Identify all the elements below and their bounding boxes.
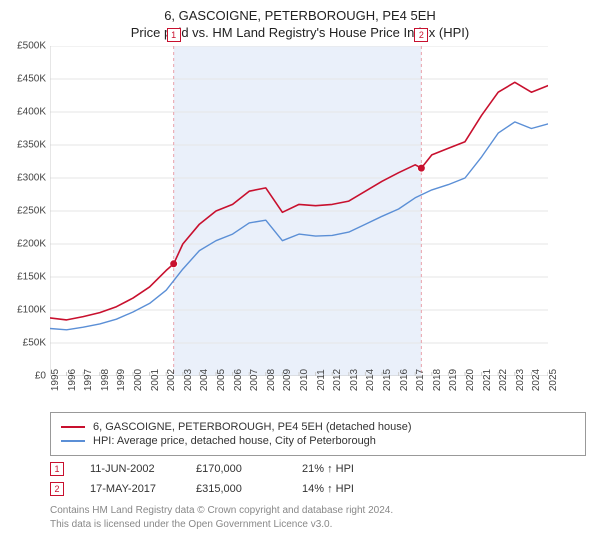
x-tick-label: 1998 xyxy=(100,369,111,391)
x-tick-label: 2019 xyxy=(448,369,459,391)
x-tick-label: 2020 xyxy=(465,369,476,391)
table-row: 2 17-MAY-2017 £315,000 14% ↑ HPI xyxy=(50,482,586,496)
y-tick-label: £200K xyxy=(17,239,46,250)
x-tick-label: 2006 xyxy=(233,369,244,391)
x-tick-label: 2017 xyxy=(415,369,426,391)
x-tick-label: 2005 xyxy=(216,369,227,391)
x-tick-label: 2008 xyxy=(266,369,277,391)
x-tick-label: 1996 xyxy=(67,369,78,391)
transaction-price: £170,000 xyxy=(196,463,276,475)
table-row: 1 11-JUN-2002 £170,000 21% ↑ HPI xyxy=(50,462,586,476)
footer-line: Contains HM Land Registry data © Crown c… xyxy=(50,504,586,518)
y-tick-label: £100K xyxy=(17,305,46,316)
footer-line: This data is licensed under the Open Gov… xyxy=(50,518,586,532)
transaction-marker-flag: 2 xyxy=(414,28,428,42)
x-tick-label: 2024 xyxy=(531,369,542,391)
x-tick-label: 2007 xyxy=(249,369,260,391)
chart-title-line1: 6, GASCOIGNE, PETERBOROUGH, PE4 5EH xyxy=(8,8,592,23)
transaction-delta: 14% ↑ HPI xyxy=(302,483,382,495)
transaction-delta: 21% ↑ HPI xyxy=(302,463,382,475)
transaction-date: 11-JUN-2002 xyxy=(90,463,170,475)
x-tick-label: 2010 xyxy=(299,369,310,391)
x-tick-label: 1999 xyxy=(116,369,127,391)
x-tick-label: 2012 xyxy=(332,369,343,391)
x-tick-label: 2011 xyxy=(316,369,327,391)
y-tick-label: £250K xyxy=(17,206,46,217)
transaction-marker-flag: 1 xyxy=(167,28,181,42)
y-tick-label: £0 xyxy=(35,371,46,382)
x-tick-label: 2002 xyxy=(166,369,177,391)
x-tick-label: 1995 xyxy=(50,369,61,391)
x-tick-label: 2009 xyxy=(282,369,293,391)
y-tick-label: £300K xyxy=(17,173,46,184)
transactions-table: 1 11-JUN-2002 £170,000 21% ↑ HPI 2 17-MA… xyxy=(50,462,586,496)
x-tick-label: 2021 xyxy=(482,369,493,391)
legend-label: HPI: Average price, detached house, City… xyxy=(93,435,376,447)
x-tick-label: 2013 xyxy=(349,369,360,391)
x-tick-label: 2004 xyxy=(199,369,210,391)
x-tick-label: 1997 xyxy=(83,369,94,391)
y-tick-label: £50K xyxy=(23,338,46,349)
chart-svg xyxy=(50,46,548,376)
x-tick-label: 2023 xyxy=(515,369,526,391)
x-tick-label: 2022 xyxy=(498,369,509,391)
transaction-marker-icon: 1 xyxy=(50,462,64,476)
x-tick-label: 2003 xyxy=(183,369,194,391)
transaction-price: £315,000 xyxy=(196,483,276,495)
transaction-date: 17-MAY-2017 xyxy=(90,483,170,495)
y-tick-label: £150K xyxy=(17,272,46,283)
x-tick-label: 2001 xyxy=(150,369,161,391)
x-tick-label: 2025 xyxy=(548,369,559,391)
y-tick-label: £450K xyxy=(17,74,46,85)
legend-swatch xyxy=(61,426,85,428)
legend-item: HPI: Average price, detached house, City… xyxy=(61,435,575,447)
chart-area: £0£50K£100K£150K£200K£250K£300K£350K£400… xyxy=(50,46,548,376)
footer-attribution: Contains HM Land Registry data © Crown c… xyxy=(50,504,586,532)
y-tick-label: £500K xyxy=(17,41,46,52)
x-tick-label: 2016 xyxy=(399,369,410,391)
transaction-marker-icon: 2 xyxy=(50,482,64,496)
x-tick-label: 2015 xyxy=(382,369,393,391)
x-tick-label: 2018 xyxy=(432,369,443,391)
x-tick-label: 2014 xyxy=(365,369,376,391)
x-tick-label: 2000 xyxy=(133,369,144,391)
chart-title-block: 6, GASCOIGNE, PETERBOROUGH, PE4 5EH Pric… xyxy=(8,8,592,40)
y-tick-label: £400K xyxy=(17,107,46,118)
legend-swatch xyxy=(61,440,85,442)
y-tick-label: £350K xyxy=(17,140,46,151)
legend-label: 6, GASCOIGNE, PETERBOROUGH, PE4 5EH (det… xyxy=(93,421,412,433)
legend-item: 6, GASCOIGNE, PETERBOROUGH, PE4 5EH (det… xyxy=(61,421,575,433)
chart-title-line2: Price paid vs. HM Land Registry's House … xyxy=(8,25,592,40)
legend: 6, GASCOIGNE, PETERBOROUGH, PE4 5EH (det… xyxy=(50,412,586,456)
